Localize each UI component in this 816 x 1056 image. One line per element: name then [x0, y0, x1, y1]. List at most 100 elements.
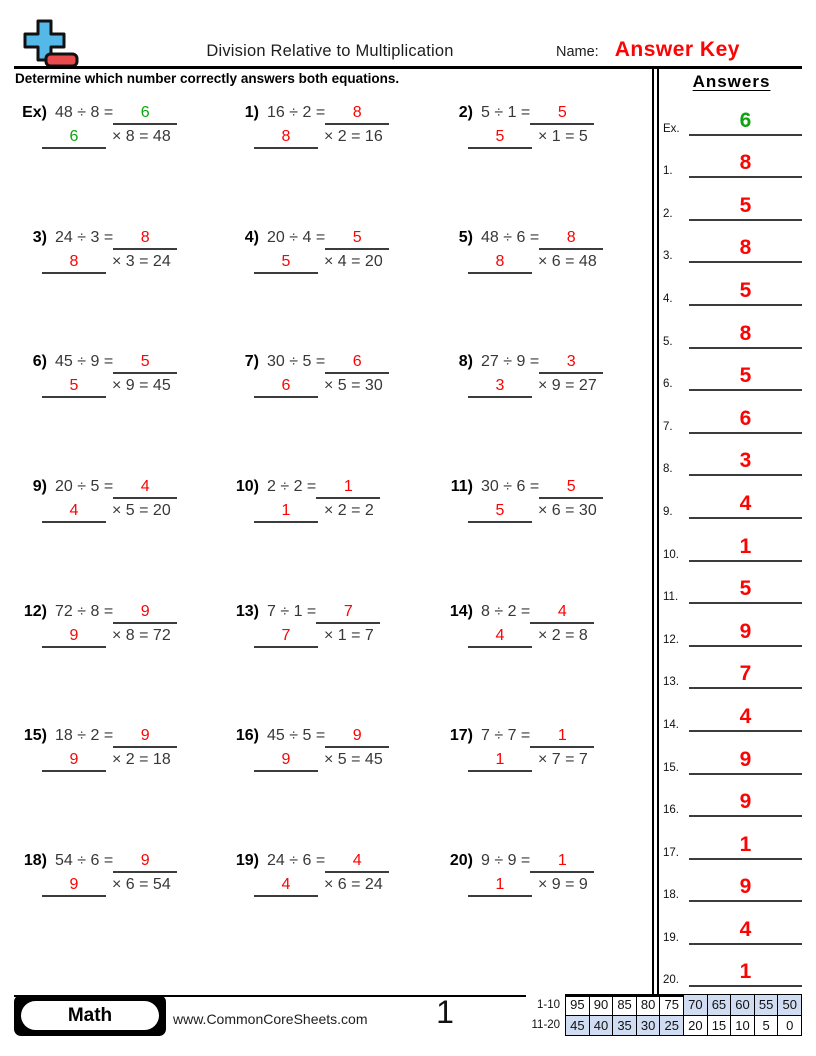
website-text: www.CommonCoreSheets.com: [173, 1011, 368, 1027]
division-equation-line: 6) 45 ÷ 9 = 5: [14, 352, 226, 375]
math-badge-label: Math: [21, 1001, 159, 1030]
answer-number: 19.: [663, 931, 679, 944]
multiplication-equation-line: 5 × 9 = 45: [14, 376, 226, 399]
answer-number: 3.: [663, 250, 673, 263]
answer-value-blank: 4: [689, 706, 802, 732]
division-answer-blank: 5: [539, 477, 604, 500]
problem-label: Ex): [22, 104, 47, 121]
score-cell: 75: [659, 994, 685, 1016]
answer-row: 16. 9: [661, 775, 802, 818]
multiplication-equation-line: 3 × 9 = 27: [440, 376, 646, 399]
multiplication-equation-line: 8 × 6 = 48: [440, 252, 646, 274]
division-answer-blank: 9: [113, 602, 178, 624]
answer-number: 10.: [663, 548, 679, 561]
answer-number: 7.: [663, 420, 673, 433]
score-cell: 15: [706, 1014, 732, 1036]
problem-label: 7): [244, 353, 259, 371]
problem-label: 18): [23, 852, 47, 870]
division-equation: 24 ÷ 3 =: [55, 228, 114, 246]
division-equation-line: 9) 20 ÷ 5 = 4: [14, 477, 226, 500]
multiplication-equation-line: 9 × 6 = 54: [14, 875, 226, 898]
multiplication-equation: × 1 = 5: [538, 128, 588, 145]
answer-number: 4.: [663, 292, 673, 305]
multiplication-answer-blank: 5: [254, 252, 318, 274]
score-cell: 25: [659, 1014, 685, 1036]
problem-block: 12) 72 ÷ 8 = 9 9 × 8 = 72: [14, 602, 226, 727]
problem-block: 10) 2 ÷ 2 = 1 1 × 2 = 2: [226, 477, 440, 602]
multiplication-equation-line: 4 × 6 = 24: [226, 875, 440, 898]
division-answer-blank: 1: [316, 477, 381, 500]
score-range-label: 1-10: [525, 994, 566, 1015]
problem-label: 15): [23, 727, 47, 745]
problem-block: 5) 48 ÷ 6 = 8 8 × 6 = 48: [440, 228, 646, 353]
score-cell: 30: [635, 1014, 661, 1036]
division-equation-line: 1) 16 ÷ 2 = 8: [226, 103, 440, 125]
answer-value-blank: 1: [689, 536, 802, 562]
division-equation-line: 14) 8 ÷ 2 = 4: [440, 602, 646, 624]
page-number: 1: [436, 994, 454, 1030]
answers-panel: Answers Ex. 6 1. 8 2. 5 3. 8 4. 5 5. 8 6. 5 7. 6 8. 3 9. 4 1…: [661, 72, 802, 988]
score-cell: 95: [565, 994, 590, 1016]
multiplication-equation: × 5 = 20: [112, 502, 171, 520]
answer-value-blank: 4: [689, 919, 802, 945]
problem-block: 6) 45 ÷ 9 = 5 5 × 9 = 45: [14, 352, 226, 477]
answer-row: 14. 4: [661, 689, 802, 732]
answer-row: 7. 6: [661, 391, 802, 434]
score-cell: 40: [588, 1014, 614, 1036]
multiplication-answer-blank: 9: [42, 875, 106, 898]
score-range-label: 11-20: [525, 1015, 566, 1036]
answer-value-blank: 6: [689, 408, 802, 434]
answer-value-blank: 9: [689, 876, 802, 903]
score-table-row: 1-10 95 90 85 80 75 70 65 60 55 50: [525, 994, 802, 1016]
multiplication-answer-blank: 5: [42, 376, 106, 399]
problem-label: 14): [449, 602, 473, 620]
answer-number: 16.: [663, 804, 679, 817]
division-equation: 7 ÷ 1 =: [267, 602, 317, 620]
division-answer-blank: 1: [530, 851, 595, 874]
problem-block: Ex) 48 ÷ 8 = 6 6 × 8 = 48: [14, 103, 226, 228]
problem-block: 18) 54 ÷ 6 = 9 9 × 6 = 54: [14, 851, 226, 976]
answer-value-blank: 9: [689, 791, 802, 818]
division-answer-blank: 1: [530, 726, 595, 749]
answer-value-blank: 1: [689, 961, 802, 988]
division-answer-blank: 4: [113, 477, 178, 500]
division-equation-line: 19) 24 ÷ 6 = 4: [226, 851, 440, 874]
division-answer-blank: 8: [113, 228, 178, 250]
division-equation: 48 ÷ 6 =: [481, 228, 540, 246]
name-label: Name:: [556, 44, 599, 60]
multiplication-equation: × 6 = 24: [324, 876, 383, 894]
problem-block: 11) 30 ÷ 6 = 5 5 × 6 = 30: [440, 477, 646, 602]
multiplication-equation: × 6 = 30: [538, 502, 597, 520]
multiplication-equation-line: 6 × 8 = 48: [14, 127, 226, 149]
plus-minus-logo-icon: [20, 18, 80, 68]
multiplication-answer-blank: 8: [254, 127, 318, 149]
multiplication-answer-blank: 9: [254, 750, 318, 773]
problem-label: 19): [235, 852, 259, 870]
footer-divider: [14, 995, 802, 997]
problems-grid: Ex) 48 ÷ 8 = 6 6 × 8 = 48 1) 16 ÷ 2 = 8 8 × 2 = 1…: [14, 103, 646, 976]
problem-label: 6): [32, 353, 47, 371]
answer-row: 17. 1: [661, 817, 802, 860]
multiplication-equation: × 2 = 8: [538, 626, 588, 644]
multiplication-answer-blank: 5: [468, 501, 532, 524]
answer-row: 1. 8: [661, 136, 802, 179]
division-equation-line: 13) 7 ÷ 1 = 7: [226, 602, 440, 624]
division-equation-line: 7) 30 ÷ 5 = 6: [226, 352, 440, 375]
answer-value-blank: 9: [689, 621, 802, 647]
problem-label: 2): [458, 104, 473, 121]
score-table-row: 11-20 45 40 35 30 25 20 15 10 5 0: [525, 1014, 802, 1036]
problem-label: 11): [450, 478, 473, 496]
answer-row: 2. 5: [661, 178, 802, 221]
problem-block: 8) 27 ÷ 9 = 3 3 × 9 = 27: [440, 352, 646, 477]
division-equation: 72 ÷ 8 =: [55, 602, 114, 620]
division-equation: 5 ÷ 1 =: [481, 104, 531, 121]
multiplication-answer-blank: 3: [468, 376, 532, 399]
problem-label: 5): [458, 228, 473, 246]
answer-row: 18. 9: [661, 860, 802, 903]
multiplication-equation-line: 7 × 1 = 7: [226, 626, 440, 648]
division-equation: 27 ÷ 9 =: [481, 353, 540, 371]
multiplication-answer-blank: 8: [42, 252, 106, 274]
multiplication-answer-blank: 9: [42, 750, 106, 773]
division-equation: 20 ÷ 4 =: [267, 228, 326, 246]
division-equation-line: 16) 45 ÷ 5 = 9: [226, 726, 440, 749]
